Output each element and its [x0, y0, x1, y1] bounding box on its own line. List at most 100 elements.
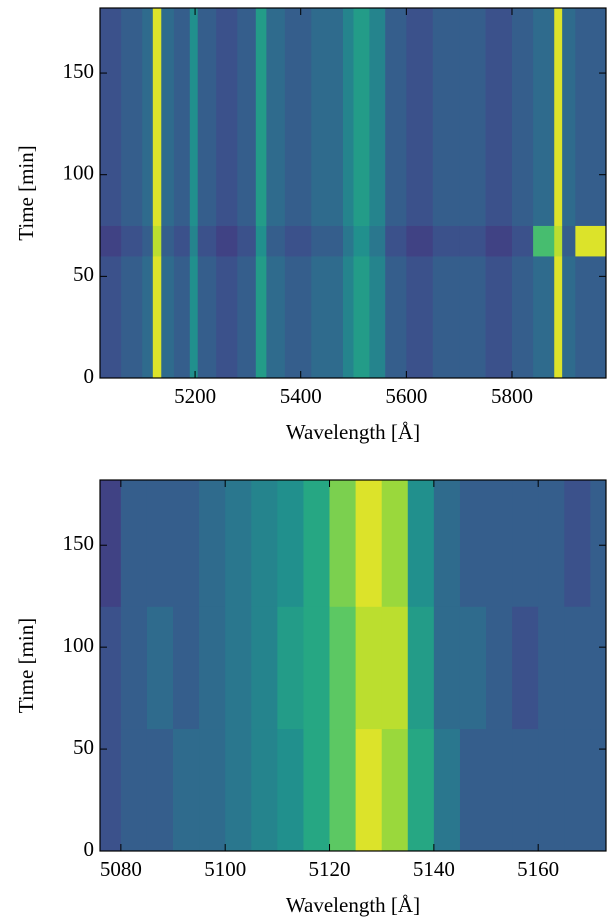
x-tick-label: 5600: [385, 384, 427, 408]
x-tick-label: 5140: [413, 857, 455, 881]
heatmap-cell: [277, 728, 304, 852]
heatmap-cell: [197, 225, 217, 257]
heatmap-cell: [329, 480, 357, 607]
heatmap-cell: [355, 480, 383, 607]
heatmap-cell: [329, 728, 357, 852]
heatmap-cell: [486, 606, 513, 730]
heatmap-cell: [152, 256, 162, 379]
heatmap-cell: [152, 8, 162, 226]
axes-frame: [99, 479, 607, 852]
heatmap-cell: [512, 480, 539, 607]
x-tick-label: 5200: [174, 384, 216, 408]
heatmap-cell: [554, 256, 563, 379]
heatmap-cell: [251, 728, 278, 852]
heatmap-cell: [554, 225, 563, 257]
heatmap-cell: [146, 606, 174, 730]
heatmap-cell: [120, 606, 148, 730]
heatmap-cell: [538, 606, 565, 730]
heatmap-cell: [353, 8, 370, 226]
heatmap-cell: [459, 606, 487, 730]
heatmap-cell: [538, 480, 565, 607]
heatmap-cell: [311, 8, 344, 226]
heatmap-cell: [152, 225, 162, 257]
heatmap-cell: [590, 480, 607, 607]
heatmap-cell: [284, 225, 312, 257]
heatmap-cell: [303, 728, 330, 852]
heatmap-cell: [590, 728, 607, 852]
heatmap-cell: [538, 728, 565, 852]
heatmap-cell: [173, 606, 200, 730]
y-tick-label: 150: [63, 59, 95, 83]
heatmap-cell: [575, 225, 607, 257]
heatmap-cell: [533, 256, 555, 379]
heatmap-cell: [189, 256, 199, 379]
heatmap-cell: [590, 606, 607, 730]
heatmap-cell: [266, 8, 286, 226]
heatmap-cell: [189, 225, 199, 257]
heatmap-cell: [255, 8, 267, 226]
heatmap-cell: [237, 225, 257, 257]
heatmap-cell: [369, 8, 386, 226]
heatmap-cell: [486, 480, 513, 607]
x-axis-label: Wavelength [Å]: [286, 893, 420, 917]
heatmap-cell: [342, 225, 354, 257]
heatmap-cell: [216, 8, 238, 226]
y-tick-label: 0: [84, 364, 95, 388]
heatmap-cell: [562, 256, 576, 379]
x-tick-label: 5800: [491, 384, 533, 408]
heatmap-cell: [407, 606, 435, 730]
heatmap-cell: [407, 480, 435, 607]
heatmap-cell: [381, 480, 409, 607]
heatmap-cell: [533, 8, 555, 226]
heatmap-cell: [511, 256, 534, 379]
heatmap-cell: [433, 728, 461, 852]
heatmap-cell: [407, 728, 435, 852]
heatmap-cell: [303, 480, 330, 607]
heatmap-cell: [512, 606, 539, 730]
heatmap-cell: [100, 606, 122, 730]
heatmap-cell: [121, 8, 143, 226]
heatmap-cell: [432, 256, 460, 379]
heatmap-cell: [142, 256, 154, 379]
heatmap-cell: [575, 256, 607, 379]
heatmap-cell: [459, 480, 487, 607]
heatmap-cell: [385, 256, 407, 379]
heatmap-cell: [142, 225, 154, 257]
heatmap-cell: [173, 256, 191, 379]
x-tick-label: 5160: [517, 857, 559, 881]
heatmap-cell: [173, 8, 191, 226]
heatmap-cell: [459, 8, 486, 226]
heatmap-cell: [284, 256, 312, 379]
heatmap-cell: [255, 225, 267, 257]
heatmap-cell: [142, 8, 154, 226]
y-axis-label: Time [min]: [14, 618, 38, 713]
heatmap-cell: [512, 728, 539, 852]
heatmap-cell: [225, 480, 252, 607]
heatmap-cell: [355, 728, 383, 852]
heatmap-cell: [485, 225, 513, 257]
x-axis-label: Wavelength [Å]: [286, 420, 420, 444]
y-tick-label: 100: [63, 633, 95, 657]
heatmap-cell: [485, 8, 513, 226]
heatmap-cell: [121, 256, 143, 379]
heatmap-cell: [486, 728, 513, 852]
heatmap-cell: [266, 256, 286, 379]
heatmap-cell: [329, 606, 357, 730]
y-tick-label: 50: [73, 735, 94, 759]
heatmap-cell: [173, 728, 200, 852]
heatmap-cell: [433, 606, 461, 730]
heatmap-cell: [120, 728, 148, 852]
heatmap-cell: [100, 480, 122, 607]
heatmap-cell: [511, 225, 534, 257]
heatmap-cell: [369, 256, 386, 379]
heatmap-cell: [406, 256, 434, 379]
heatmap-cell: [199, 480, 226, 607]
heatmap-cell: [100, 728, 122, 852]
heatmap-cell: [564, 606, 591, 730]
heatmap-cell: [311, 225, 344, 257]
heatmap-cell: [406, 225, 434, 257]
heatmap-cell: [161, 8, 175, 226]
y-axis-label: Time [min]: [14, 145, 38, 240]
heatmap-cell: [251, 606, 278, 730]
